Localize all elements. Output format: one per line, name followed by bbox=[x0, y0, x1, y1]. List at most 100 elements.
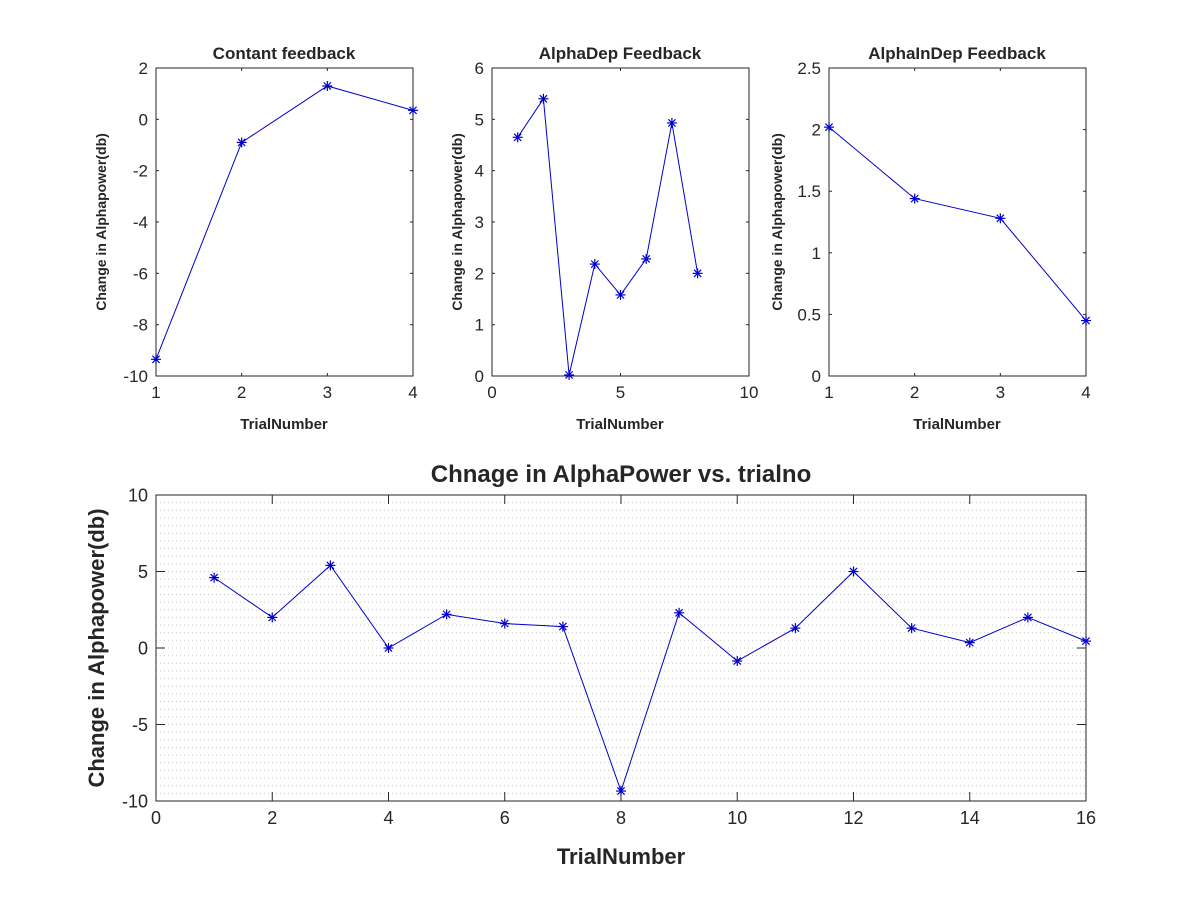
data-point-marker bbox=[848, 566, 859, 577]
x-tick-label: 10 bbox=[740, 383, 759, 402]
data-point-marker bbox=[151, 354, 161, 365]
y-tick-label: 2 bbox=[475, 264, 484, 283]
y-tick-label: 0 bbox=[812, 367, 821, 386]
y-tick-label: 5 bbox=[475, 110, 484, 129]
data-point-marker bbox=[383, 643, 394, 653]
data-point-marker bbox=[441, 609, 452, 620]
data-point-marker bbox=[322, 80, 333, 91]
x-tick-label: 2 bbox=[267, 808, 277, 828]
x-tick-label: 5 bbox=[616, 383, 625, 402]
plot-title: AlphaDep Feedback bbox=[539, 44, 702, 63]
data-point-marker bbox=[790, 623, 801, 634]
data-point-marker bbox=[732, 656, 743, 667]
data-point-marker bbox=[615, 289, 626, 300]
x-tick-label: 14 bbox=[960, 808, 980, 828]
y-tick-label: 2 bbox=[812, 121, 821, 140]
x-tick-label: 6 bbox=[500, 808, 510, 828]
series-line bbox=[517, 97, 699, 376]
data-point-marker bbox=[1081, 636, 1091, 647]
x-tick-label: 0 bbox=[151, 808, 161, 828]
y-tick-label: 0.5 bbox=[797, 305, 821, 324]
y-tick-label: 5 bbox=[138, 562, 148, 582]
data-point-marker bbox=[909, 193, 920, 204]
x-tick-label: 3 bbox=[996, 383, 1005, 402]
y-tick-label: 0 bbox=[138, 638, 148, 658]
x-tick-label: 2 bbox=[237, 383, 246, 402]
data-point-marker bbox=[616, 786, 626, 797]
data-point-marker bbox=[666, 117, 677, 128]
y-tick-label: -5 bbox=[132, 715, 148, 735]
y-tick-label: -2 bbox=[133, 162, 148, 181]
x-tick-label: 10 bbox=[727, 808, 747, 828]
x-tick-label: 1 bbox=[824, 383, 833, 402]
y-tick-label: -6 bbox=[133, 264, 148, 283]
data-point-marker bbox=[824, 122, 834, 133]
y-tick-label: 0 bbox=[139, 110, 148, 129]
x-tick-label: 8 bbox=[616, 808, 626, 828]
x-tick-label: 0 bbox=[487, 383, 496, 402]
data-point-marker bbox=[564, 369, 575, 380]
data-point-marker bbox=[964, 637, 975, 648]
data-point-marker bbox=[499, 618, 510, 629]
plot-area-frame bbox=[828, 67, 1087, 377]
x-tick-label: 1 bbox=[151, 383, 160, 402]
data-point-marker bbox=[209, 572, 220, 583]
subplot-alphadep-feedback: AlphaDep Feedback 0 5 10 0 1 2 3 4 5 6 TrialNumbe… bbox=[449, 44, 758, 433]
y-tick-label: 6 bbox=[475, 59, 484, 78]
x-axis-label: TrialNumber bbox=[913, 416, 1001, 433]
plot-title: AlphaInDep Feedback bbox=[868, 44, 1046, 63]
data-point-marker bbox=[589, 259, 600, 270]
y-tick-label: -8 bbox=[133, 316, 148, 335]
data-point-marker bbox=[557, 621, 568, 632]
y-tick-label: -4 bbox=[133, 213, 148, 232]
y-tick-label: 1.5 bbox=[797, 182, 821, 201]
y-tick-label: 10 bbox=[128, 485, 148, 505]
data-point-marker bbox=[1022, 612, 1033, 623]
y-axis-label: Change in Alphapower(db) bbox=[84, 508, 109, 787]
data-point-marker bbox=[692, 268, 703, 279]
data-point-marker bbox=[906, 623, 917, 634]
x-tick-label: 16 bbox=[1076, 808, 1096, 828]
x-tick-label: 4 bbox=[383, 808, 393, 828]
y-tick-label: 2 bbox=[139, 59, 148, 78]
y-axis-label: Change in Alphapower(db) bbox=[449, 133, 465, 311]
data-point-marker bbox=[267, 612, 278, 623]
x-axis-label: TrialNumber bbox=[240, 416, 328, 433]
series-line bbox=[155, 85, 414, 360]
y-tick-label: 1 bbox=[475, 316, 484, 335]
y-tick-label: 4 bbox=[475, 162, 484, 181]
x-tick-label: 12 bbox=[843, 808, 863, 828]
data-point-marker bbox=[325, 560, 336, 571]
data-point-marker bbox=[512, 132, 523, 143]
x-axis-label: TrialNumber bbox=[576, 416, 664, 433]
data-point-marker bbox=[641, 253, 652, 264]
y-tick-label: 3 bbox=[475, 213, 484, 232]
data-point-marker bbox=[995, 213, 1006, 224]
data-point-marker bbox=[408, 105, 418, 116]
series-line bbox=[213, 564, 1087, 793]
y-tick-label: 1 bbox=[812, 244, 821, 263]
y-tick-label: -10 bbox=[123, 367, 148, 386]
data-point-marker bbox=[538, 93, 549, 104]
x-tick-label: 3 bbox=[323, 383, 332, 402]
y-tick-label: 2.5 bbox=[797, 59, 821, 78]
subplot-alphapower-vs-trialno: Chnage in AlphaPower vs. trialno 0 2 4 6 8 10… bbox=[84, 461, 1096, 869]
y-axis-label: Change in Alphapower(db) bbox=[769, 133, 785, 311]
data-point-marker bbox=[1081, 315, 1091, 326]
subplot-alphaindep-feedback: AlphaInDep Feedback 1 2 3 4 0 0.5 1 1.5 2 2.5 Tri… bbox=[769, 44, 1091, 433]
y-tick-label: -10 bbox=[122, 791, 148, 811]
data-point-marker bbox=[674, 607, 685, 618]
y-tick-label: 0 bbox=[475, 367, 484, 386]
plot-title: Chnage in AlphaPower vs. trialno bbox=[431, 461, 812, 488]
plot-title: Contant feedback bbox=[213, 44, 356, 63]
x-tick-label: 2 bbox=[910, 383, 919, 402]
y-axis-label: Change in Alphapower(db) bbox=[93, 133, 109, 311]
series-line bbox=[828, 126, 1087, 321]
subplot-contant-feedback: Contant feedback 1 2 3 4 -10 -8 -6 -4 -2 0 2 Trial… bbox=[93, 44, 418, 433]
x-axis-label: TrialNumber bbox=[557, 844, 686, 869]
x-tick-label: 4 bbox=[1081, 383, 1090, 402]
data-point-marker bbox=[236, 137, 247, 148]
x-tick-label: 4 bbox=[408, 383, 417, 402]
